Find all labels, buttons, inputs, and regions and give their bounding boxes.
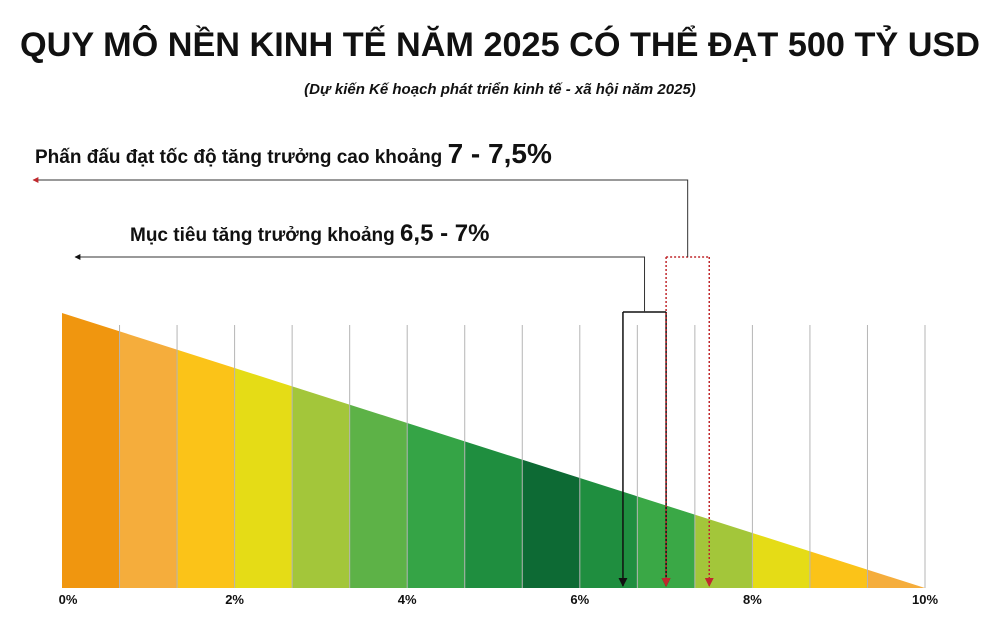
x-tick-label: 10% (912, 592, 938, 607)
x-tick-label: 2% (225, 592, 244, 607)
x-tick-label: 6% (570, 592, 589, 607)
range-text: Phấn đấu đạt tốc độ tăng trưởng cao khoả… (35, 147, 448, 168)
chart-subtitle: (Dự kiến Kế hoạch phát triển kinh tế - x… (304, 81, 696, 98)
range-value: 6,5 - 7% (400, 220, 489, 247)
range-text: Mục tiêu tăng trưởng khoảng (130, 225, 400, 246)
range-label: Phấn đấu đạt tốc độ tăng trưởng cao khoả… (35, 138, 552, 169)
x-tick-label: 8% (743, 592, 762, 607)
leader-line (32, 177, 689, 257)
range-value: 7 - 7,5% (448, 138, 552, 169)
x-tick-label: 0% (59, 592, 78, 607)
wedge-band (62, 313, 121, 588)
chart-title: QUY MÔ NỀN KINH TẾ NĂM 2025 CÓ THỂ ĐẠT 5… (20, 25, 980, 64)
x-tick-label: 4% (398, 592, 417, 607)
range-label: Mục tiêu tăng trưởng khoảng 6,5 - 7% (130, 220, 489, 247)
leader-line (74, 254, 646, 312)
wedge-band (119, 313, 178, 588)
